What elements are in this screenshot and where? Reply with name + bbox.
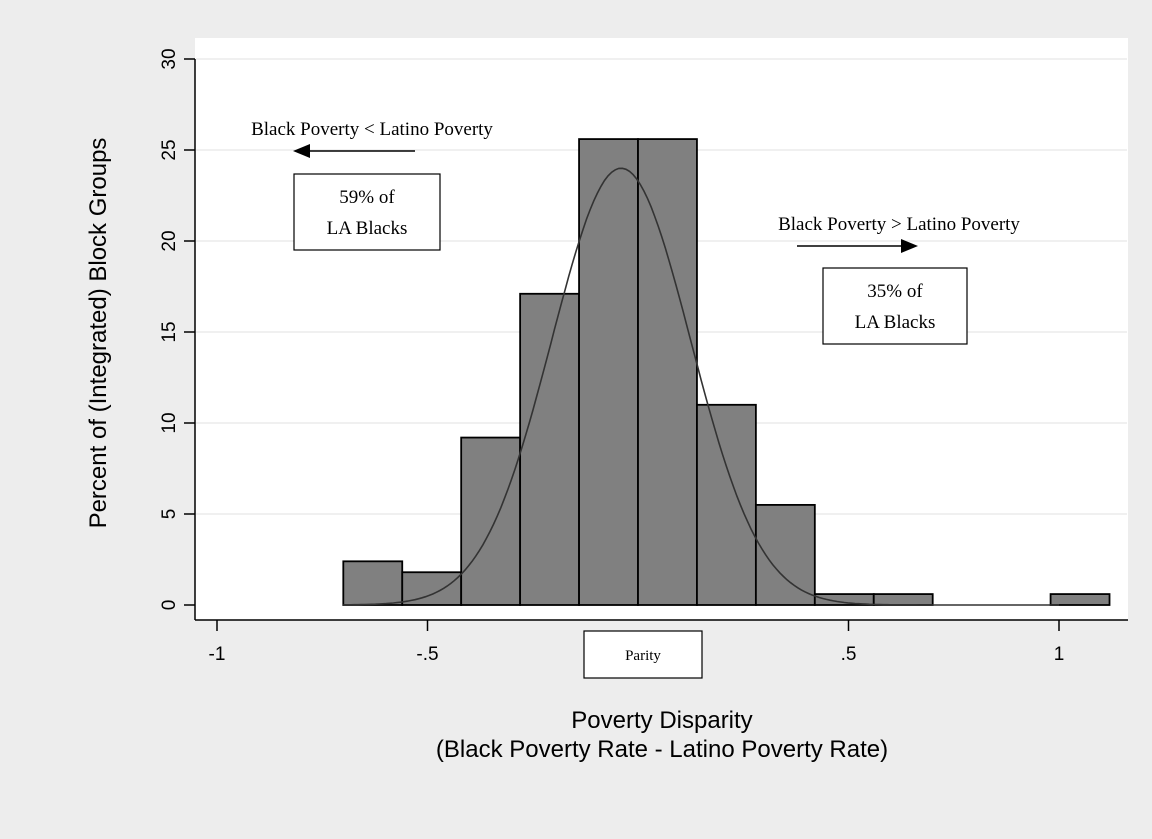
right-arrow-icon xyxy=(797,239,918,253)
y-tick-label: 15 xyxy=(159,321,180,342)
y-tick-label: 0 xyxy=(159,600,180,611)
right-annotation-box-line1: 35% of xyxy=(867,281,923,302)
x-tick-label: -.5 xyxy=(416,644,438,665)
left-annotation-box-line1: 59% of xyxy=(339,187,395,208)
y-tick-label: 30 xyxy=(159,48,180,69)
x-axis-title-line1: Poverty Disparity xyxy=(571,707,752,734)
histogram-bar xyxy=(460,436,522,606)
histogram-bar xyxy=(754,503,816,606)
x-tick-label: -1 xyxy=(209,644,226,665)
right-annotation-heading: Black Poverty > Latino Poverty xyxy=(778,214,1020,235)
histogram-bar xyxy=(696,403,757,606)
left-annotation-heading: Black Poverty < Latino Poverty xyxy=(251,119,493,140)
y-axis-title: Percent of (Integrated) Block Groups xyxy=(85,138,112,529)
right-annotation-box xyxy=(822,267,968,345)
x-axis-ticks: -1 -.5 .5 1 xyxy=(209,620,1065,665)
y-tick-label: 20 xyxy=(159,230,180,251)
y-tick-label: 10 xyxy=(159,412,180,433)
histogram-bar xyxy=(519,292,580,606)
axes xyxy=(194,59,1128,621)
x-axis-title-line2: (Black Poverty Rate - Latino Poverty Rat… xyxy=(436,736,888,763)
histogram-bar xyxy=(872,593,934,606)
histogram-bar xyxy=(401,571,463,606)
histogram-bar xyxy=(637,138,698,606)
y-axis-ticks: 0 5 10 15 20 25 30 xyxy=(159,48,195,610)
y-tick-label: 5 xyxy=(159,509,180,520)
histogram-bar xyxy=(578,138,639,606)
x-tick-label: .5 xyxy=(841,644,857,665)
histogram-bar xyxy=(342,560,404,606)
histogram-bar xyxy=(1049,593,1111,606)
parity-box xyxy=(583,630,703,679)
y-tick-label: 25 xyxy=(159,139,180,160)
left-annotation-box xyxy=(293,173,441,251)
right-annotation-heading-bg xyxy=(728,206,1085,240)
x-tick-label: 1 xyxy=(1054,644,1065,665)
parity-label: Parity xyxy=(625,648,661,664)
left-arrow-icon xyxy=(293,144,415,158)
normal-density-curve xyxy=(343,167,1059,606)
left-annotation-box-line2: LA Blacks xyxy=(327,218,408,239)
right-annotation-box-line2: LA Blacks xyxy=(855,312,936,333)
histogram-bars xyxy=(342,138,1111,606)
